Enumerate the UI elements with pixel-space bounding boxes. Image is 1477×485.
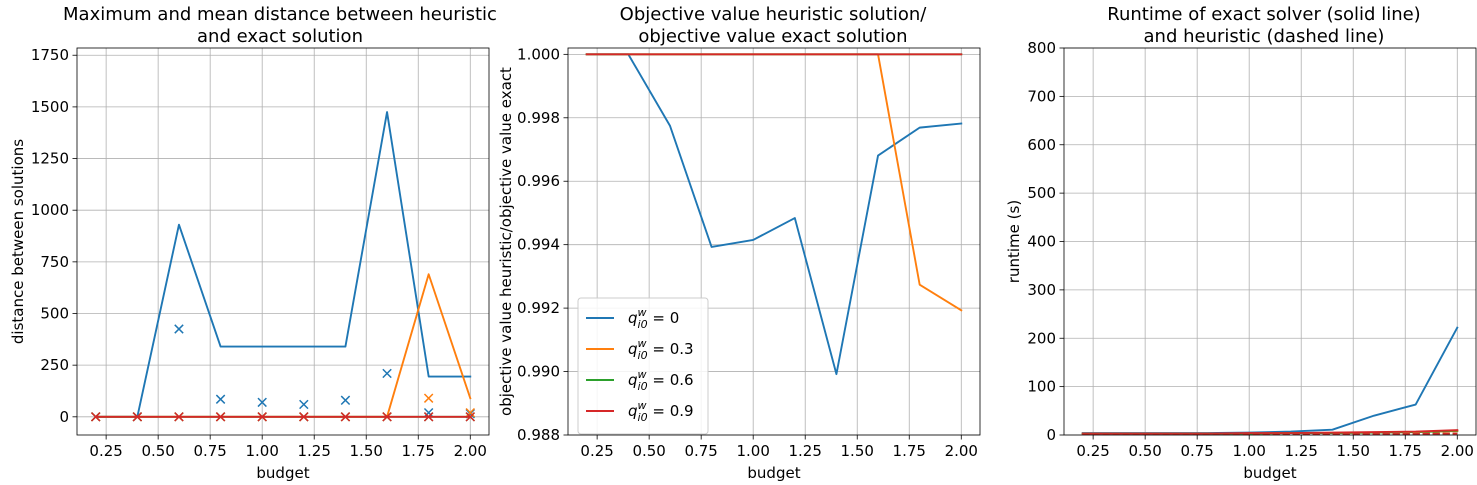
plot-area <box>90 111 476 422</box>
x-tick-label: 0.75 <box>193 442 226 460</box>
x-tick-label: 1.25 <box>298 442 331 460</box>
chart-title-line: objective value exact solution <box>638 26 907 47</box>
y-tick-label: 500 <box>1027 184 1056 202</box>
y-tick-label: 0.998 <box>517 109 560 127</box>
data-point-marker <box>174 412 184 422</box>
x-axis-label: budget <box>1243 464 1296 482</box>
series-line <box>94 111 472 418</box>
x-tick-label: 0.25 <box>1076 442 1109 460</box>
data-point-marker <box>423 407 434 418</box>
y-tick-label: 0 <box>59 408 69 426</box>
data-point-marker <box>340 412 351 422</box>
x-tick-label: 0.50 <box>632 442 665 460</box>
y-tick-label: 0 <box>1046 426 1056 444</box>
plot-frame <box>567 47 981 436</box>
x-tick-label: 1.75 <box>402 442 435 460</box>
x-axis-label: budget <box>256 464 309 482</box>
y-tick-label: 400 <box>1027 233 1056 251</box>
data-point-marker <box>257 397 267 408</box>
chart-title-line: Objective value heuristic solution/ <box>620 4 928 25</box>
y-axis-label: distance between solutions <box>9 139 27 344</box>
y-tick-label: 1250 <box>31 150 69 168</box>
data-point-marker <box>257 412 267 422</box>
x-tick-label: 1.00 <box>736 442 769 460</box>
y-tick-label: 1750 <box>31 46 69 64</box>
y-tick-label: 100 <box>1027 378 1056 396</box>
x-tick-label: 0.50 <box>141 442 174 460</box>
y-tick-label: 0.994 <box>517 236 560 254</box>
data-point-marker <box>340 395 351 406</box>
y-axis-label: runtime (s) <box>1005 200 1023 283</box>
x-axis-label: budget <box>747 464 800 482</box>
series-line <box>585 53 963 376</box>
x-tick-label: 1.00 <box>1232 442 1265 460</box>
y-tick-label: 0.988 <box>517 426 560 444</box>
chart-title-line: Maximum and mean distance between heuris… <box>63 4 497 25</box>
x-tick-label: 1.25 <box>789 442 822 460</box>
legend-label: qw i0 = 0 <box>628 306 679 331</box>
data-point-marker <box>299 412 309 422</box>
plot-area <box>1081 326 1459 435</box>
y-tick-label: 200 <box>1027 329 1056 347</box>
legend-label: qw i0 = 0.6 <box>628 368 694 393</box>
y-tick-label: 1.000 <box>517 45 560 63</box>
x-tick-label: 1.50 <box>841 442 874 460</box>
legend-label: qw i0 = 0.3 <box>628 337 694 362</box>
x-tick-label: 0.75 <box>684 442 717 460</box>
data-point-marker <box>382 368 392 379</box>
data-point-marker <box>423 393 434 403</box>
y-tick-label: 0.996 <box>517 172 560 190</box>
y-tick-label: 1000 <box>31 201 69 219</box>
x-tick-label: 2.00 <box>1441 442 1474 460</box>
x-tick-label: 2.00 <box>454 442 487 460</box>
chart-objective-ratio: 0.25 0.50 0.75 1.00 1.25 1.50 1.75 2.00 0.988 0.9… <box>497 4 981 482</box>
data-point-marker <box>299 399 309 410</box>
x-tick-label: 0.50 <box>1128 442 1161 460</box>
x-tick-label: 1.00 <box>245 442 278 460</box>
y-tick-label: 600 <box>1027 136 1056 154</box>
y-tick-label: 0.990 <box>517 363 560 381</box>
y-tick-label: 0.992 <box>517 299 560 317</box>
x-tick-label: 1.75 <box>1389 442 1422 460</box>
y-tick-label: 800 <box>1027 39 1056 57</box>
y-tick-label: 300 <box>1027 281 1056 299</box>
x-tick-label: 0.25 <box>89 442 122 460</box>
chart-distance: 0.25 0.50 0.75 1.00 1.25 1.50 1.75 2.00 0 250 500 7… <box>9 4 497 482</box>
y-tick-label: 700 <box>1027 87 1056 105</box>
plot-area <box>585 53 963 376</box>
y-tick-label: 1500 <box>31 98 69 116</box>
data-point-marker <box>382 412 392 422</box>
chart-title-line: Runtime of exact solver (solid line) <box>1107 4 1420 25</box>
y-axis-label: objective value heuristic/objective valu… <box>497 67 515 416</box>
chart-title-line: and heuristic (dashed line) <box>1144 26 1385 47</box>
x-tick-label: 2.00 <box>945 442 978 460</box>
data-point-marker <box>174 324 184 334</box>
legend: qw i0 = 0 qw i0 = 0.3 qw i0 = 0.6 qw i0 = 0.9 <box>577 297 709 435</box>
data-point-marker <box>465 407 476 418</box>
data-point-marker <box>132 412 143 422</box>
data-point-marker <box>423 412 434 422</box>
chart-runtime: 0.25 0.50 0.75 1.00 1.25 1.50 1.75 2.00 0 100 200 3… <box>1005 4 1477 482</box>
legend-label: qw i0 = 0.9 <box>628 399 694 424</box>
x-tick-label: 1.50 <box>1337 442 1370 460</box>
x-tick-label: 0.25 <box>580 442 613 460</box>
plot-frame <box>76 47 490 436</box>
chart-title-line: and exact solution <box>197 26 363 47</box>
y-tick-label: 250 <box>40 356 69 374</box>
x-tick-label: 1.50 <box>350 442 383 460</box>
data-point-marker <box>465 412 476 422</box>
x-tick-label: 0.75 <box>1180 442 1213 460</box>
data-point-marker <box>215 394 226 404</box>
x-tick-label: 1.75 <box>893 442 926 460</box>
legend-box <box>577 297 709 435</box>
y-tick-label: 750 <box>40 253 69 271</box>
data-point-marker <box>215 412 226 422</box>
data-point-marker <box>90 412 101 422</box>
y-tick-label: 500 <box>40 305 69 323</box>
x-tick-label: 1.25 <box>1285 442 1318 460</box>
